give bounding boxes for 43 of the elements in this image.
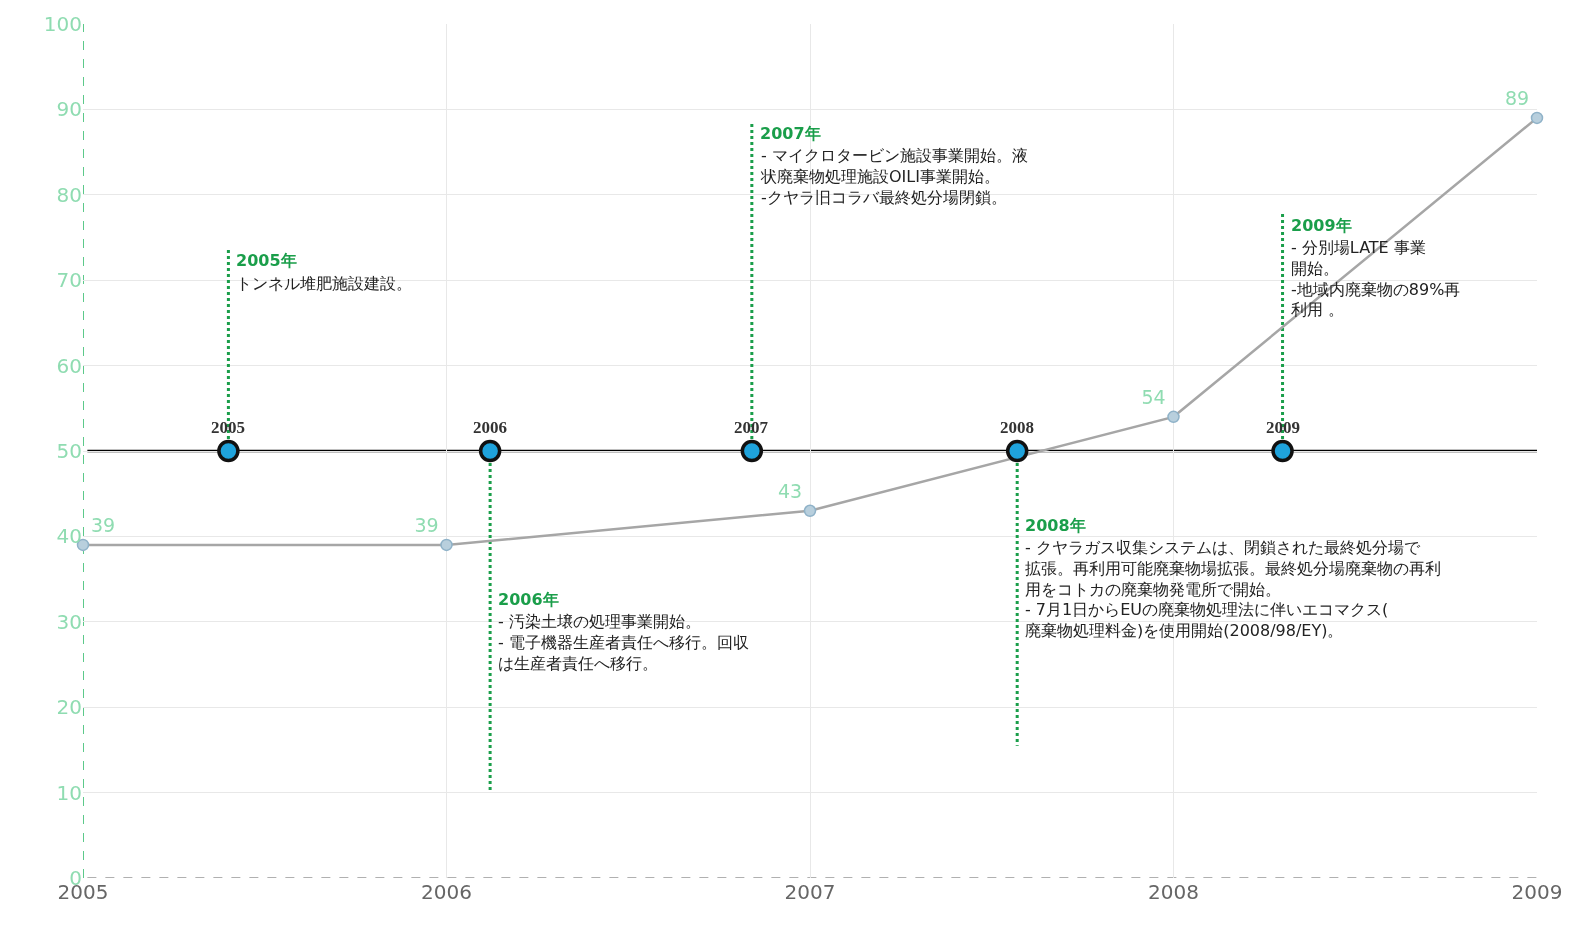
y-tick-label: 60 bbox=[56, 353, 82, 378]
annotation: 2005年 bbox=[236, 251, 297, 270]
point bbox=[478, 439, 502, 463]
y-tick-label: 20 bbox=[56, 695, 82, 720]
annotation: - 分別場LATE 事業開始。 -地域内廃棄物の89%再利用 。 bbox=[1291, 238, 1461, 320]
annotation: 2009年 bbox=[1291, 216, 1352, 235]
annotation: 2006年 bbox=[498, 590, 559, 609]
point bbox=[1005, 439, 1029, 463]
y-tick-label: 80 bbox=[56, 182, 82, 207]
y-tick-label: 90 bbox=[56, 97, 82, 122]
point bbox=[740, 439, 764, 463]
y-tick-label: 40 bbox=[56, 524, 82, 549]
x-tick-label: 2009 bbox=[1511, 880, 1563, 904]
annotation: - クヤラガス収集システムは、閉鎖された最終処分場で拡張。再利用可能廃棄物場拡張。最終処分場廃棄物の再利用をコトカの廃棄物発電所で開始。 - 7月1日からEUの廃棄物処理法に伴いエコマクス(廃棄物処理料金)を使用開始(2008/98/EY)。 bbox=[1025, 538, 1441, 641]
annotation: 2008年 bbox=[1025, 516, 1086, 535]
y-tick-label: 100 bbox=[43, 12, 82, 36]
annotation: 2009 bbox=[1266, 418, 1300, 437]
data-label: 43 bbox=[777, 480, 803, 503]
y-tick-label: 30 bbox=[56, 609, 82, 634]
data-label: 89 bbox=[1504, 87, 1530, 110]
annotation: 2008 bbox=[1000, 418, 1034, 437]
annotation: 2007 bbox=[734, 418, 769, 437]
point bbox=[217, 439, 240, 463]
point bbox=[803, 504, 817, 518]
y-tick-label: 70 bbox=[56, 268, 82, 293]
annotation: 2005 bbox=[211, 418, 245, 437]
data-label: 54 bbox=[1141, 386, 1166, 409]
point bbox=[440, 538, 453, 552]
x-tick-label: 2008 bbox=[1148, 880, 1199, 904]
annotation: 2007年 bbox=[760, 124, 821, 143]
annotation: - 汚染土壌の処理事業開始。 - 電子機器生産者責任へ移行。回収は生産者責任へ移行。 bbox=[498, 612, 749, 673]
point bbox=[1271, 439, 1294, 463]
y-tick-label: 10 bbox=[56, 780, 82, 805]
annotation: 2006 bbox=[473, 418, 507, 437]
annotation: - マイクロタービン施設事業開始。液状廃棄物処理施設OILI事業開始。 -クヤラ旧コラバ最終処分場閉鎖。 bbox=[760, 146, 1028, 207]
x-tick-label: 2006 bbox=[421, 880, 472, 904]
data-label: 39 bbox=[90, 514, 116, 537]
annotation: トンネル堆肥施設建設。 bbox=[236, 274, 412, 293]
data-label: 39 bbox=[414, 514, 439, 537]
y-tick-label: 50 bbox=[56, 439, 82, 463]
x-tick-label: 2007 bbox=[784, 880, 836, 904]
point bbox=[1530, 111, 1544, 125]
point bbox=[1167, 410, 1180, 424]
